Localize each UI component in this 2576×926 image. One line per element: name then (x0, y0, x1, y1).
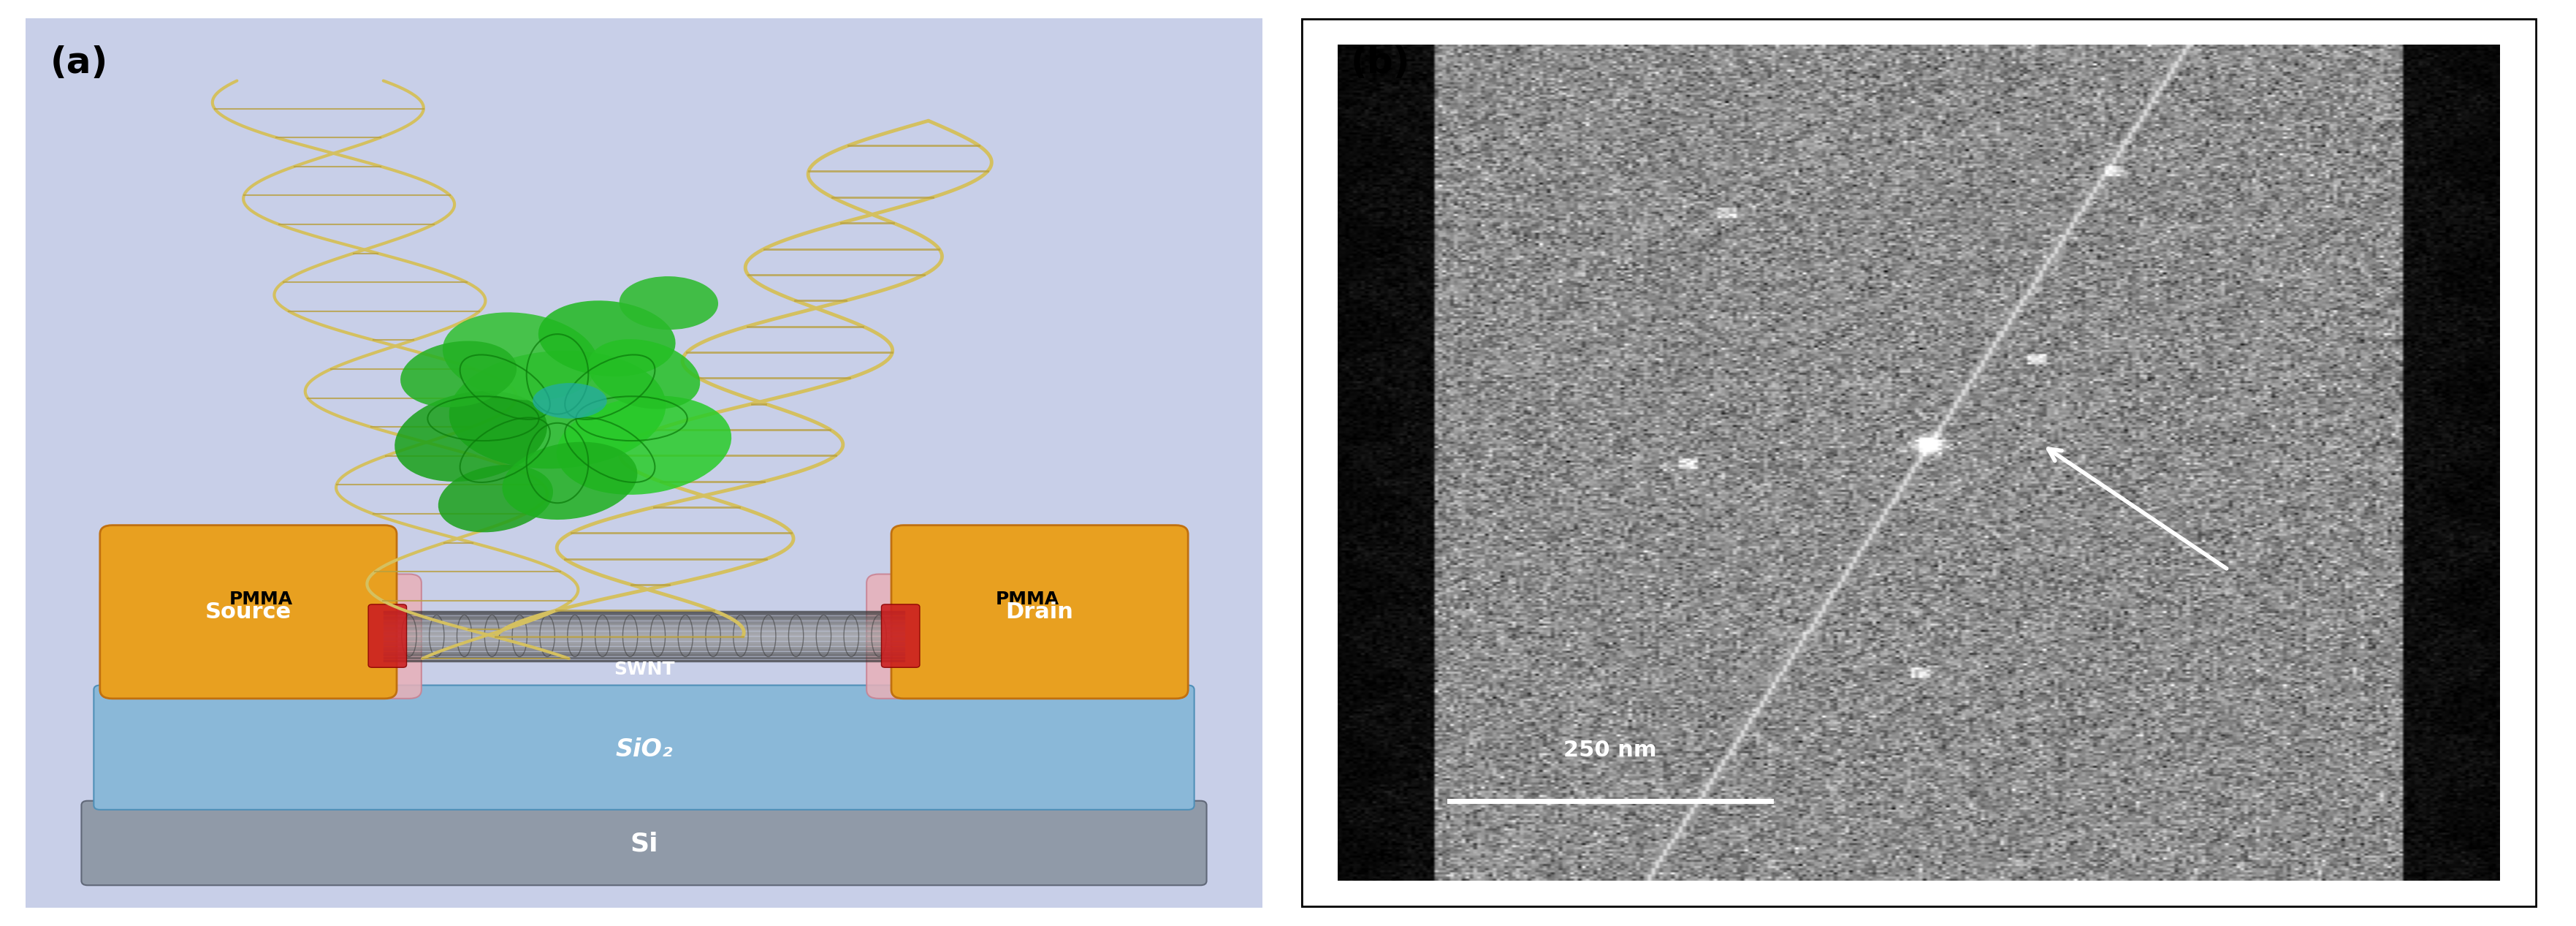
FancyBboxPatch shape (866, 574, 1188, 698)
Text: SWNT: SWNT (613, 660, 675, 678)
Ellipse shape (443, 312, 598, 400)
Ellipse shape (538, 301, 675, 377)
Text: PMMA: PMMA (994, 590, 1059, 607)
Text: 250 nm: 250 nm (1564, 740, 1656, 761)
Ellipse shape (502, 442, 636, 519)
Text: (b): (b) (1350, 45, 1409, 81)
Ellipse shape (533, 383, 608, 419)
FancyBboxPatch shape (100, 574, 422, 698)
Text: Si: Si (631, 831, 657, 856)
Text: PMMA: PMMA (229, 590, 294, 607)
Ellipse shape (394, 391, 546, 482)
FancyBboxPatch shape (881, 605, 920, 668)
Ellipse shape (448, 351, 665, 469)
Text: Drain: Drain (1005, 602, 1074, 623)
FancyBboxPatch shape (93, 685, 1195, 809)
Ellipse shape (556, 395, 732, 494)
FancyBboxPatch shape (100, 525, 397, 698)
Ellipse shape (618, 276, 719, 330)
FancyBboxPatch shape (368, 605, 407, 668)
Ellipse shape (438, 465, 554, 532)
Ellipse shape (399, 341, 518, 407)
FancyBboxPatch shape (82, 801, 1206, 885)
Text: Source: Source (206, 602, 291, 623)
Text: (a): (a) (52, 45, 108, 81)
Ellipse shape (587, 339, 701, 409)
Text: SiO₂: SiO₂ (616, 737, 672, 761)
FancyBboxPatch shape (891, 525, 1188, 698)
